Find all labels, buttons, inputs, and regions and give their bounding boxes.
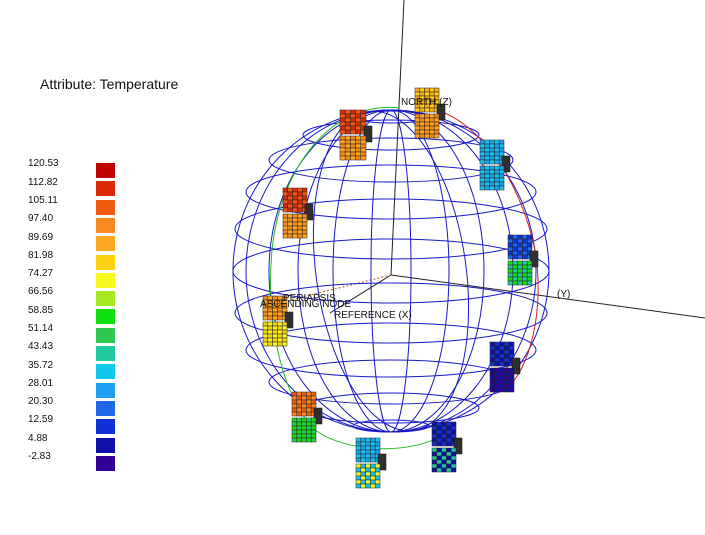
ascending-node-label: ASCENDING NODE — [260, 299, 351, 310]
satellite — [431, 421, 463, 473]
legend-swatch — [96, 382, 115, 398]
legend-swatch — [96, 163, 115, 178]
legend-label: 20.30 — [28, 396, 54, 407]
legend-label: 120.53 — [28, 158, 59, 169]
satellites-layer — [262, 87, 539, 489]
periapsis-line — [289, 274, 392, 301]
satellite — [414, 87, 446, 139]
orbit-path-red — [429, 107, 539, 391]
y-axis-label: (Y) — [557, 289, 570, 300]
satellite — [282, 187, 314, 239]
legend-label: 97.40 — [28, 213, 54, 224]
north-z-label: NORTH (Z) — [401, 97, 452, 108]
satellite — [507, 234, 539, 286]
legend-swatch — [96, 291, 115, 307]
legend-label: 51.14 — [28, 323, 54, 334]
periapsis-label: PERIAPSIS — [283, 293, 336, 304]
legend-label: -2.83 — [28, 451, 51, 462]
satellite — [291, 391, 323, 443]
legend-label: 43.43 — [28, 341, 54, 352]
latitude-line — [234, 198, 548, 260]
reference-x-label: REFERENCE (X) — [334, 310, 412, 321]
satellite — [262, 295, 294, 347]
latitude-line — [232, 238, 550, 304]
legend-swatch — [96, 309, 115, 325]
satellite — [339, 109, 373, 161]
satellite — [355, 437, 387, 489]
satellite — [489, 341, 521, 393]
legend-swatch — [96, 254, 115, 270]
latitude-line — [302, 119, 480, 151]
legend-swatch — [96, 437, 115, 453]
latitude-line — [302, 392, 480, 424]
latitude-line — [245, 322, 537, 378]
legend-swatch — [96, 419, 115, 435]
satellite — [479, 139, 511, 191]
orbit-path-green-lower — [314, 429, 451, 450]
x-axis-line — [329, 274, 392, 314]
legend-swatch — [96, 217, 115, 233]
legend-swatch — [96, 199, 115, 215]
legend-swatch — [96, 327, 115, 343]
legend-swatch — [96, 181, 115, 197]
latitude-line — [268, 137, 514, 183]
longitude-line — [245, 109, 537, 433]
legend-swatch — [96, 455, 115, 471]
legend-label: 12.59 — [28, 414, 54, 425]
latitude-line — [234, 282, 548, 344]
longitude-line — [312, 110, 470, 432]
legend-label: 35.72 — [28, 360, 54, 371]
legend-label: 89.69 — [28, 232, 54, 243]
legend-label: 74.27 — [28, 268, 54, 279]
latitude-line — [245, 164, 537, 220]
latitude-line — [352, 419, 430, 433]
legend-swatch — [96, 272, 115, 288]
z-axis-line — [390, 0, 405, 276]
attribute-title: Attribute: Temperature — [40, 76, 179, 92]
legend-swatch — [96, 346, 115, 361]
legend-swatch — [96, 236, 115, 252]
legend-label: 81.98 — [28, 250, 54, 261]
sphere-wireframe — [232, 109, 550, 433]
legend-label: 112.82 — [28, 177, 58, 188]
legend-label: 4.88 — [28, 433, 48, 444]
y-axis-line — [390, 274, 705, 319]
legend-swatch — [96, 400, 115, 416]
legend-label: 58.85 — [28, 305, 54, 316]
legend-swatch — [96, 364, 115, 380]
legend-label: 105.11 — [28, 195, 58, 206]
legend-label: 66.56 — [28, 286, 54, 297]
legend-label: 28.01 — [28, 378, 54, 389]
